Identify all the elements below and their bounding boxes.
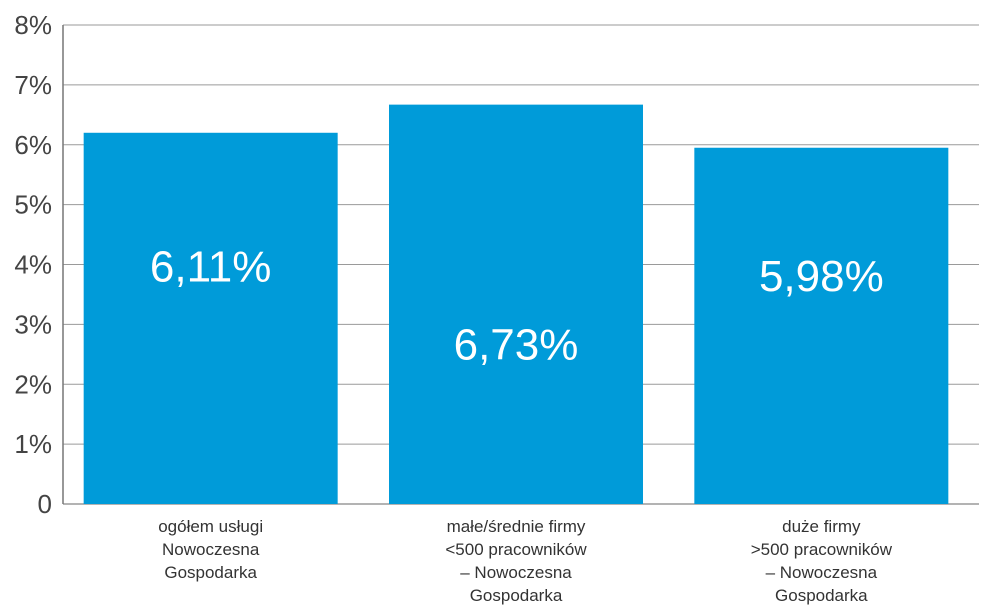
y-tick-label: 7% [14, 70, 52, 100]
y-tick-label: 1% [14, 429, 52, 459]
x-tick-label: Gospodarka [470, 586, 563, 605]
x-tick-label: duże firmy [782, 517, 861, 536]
x-tick-label: – Nowoczesna [766, 563, 878, 582]
x-tick-label: Gospodarka [775, 586, 868, 605]
bar-value-label: 5,98% [759, 252, 884, 301]
x-tick-label: >500 pracowników [751, 540, 893, 559]
x-axis: ogółem usługi Nowoczesna Gospodarka małe/śr… [158, 517, 892, 605]
y-tick-label: 5% [14, 190, 52, 220]
y-tick-label: 6% [14, 130, 52, 160]
bar-value-label: 6,11% [150, 242, 272, 291]
data-labels: 6,11% 6,73% 5,98% [150, 242, 884, 369]
x-tick-label: ogółem usługi [158, 517, 263, 536]
x-tick-label: Gospodarka [164, 563, 257, 582]
y-axis: 0 1% 2% 3% 4% 5% 6% 7% 8% [14, 10, 64, 519]
y-tick-label: 3% [14, 309, 52, 339]
y-tick-label: 0 [38, 489, 52, 519]
bar-value-label: 6,73% [454, 320, 579, 369]
y-tick-label: 2% [14, 369, 52, 399]
bar [389, 104, 643, 504]
bars [83, 104, 949, 504]
bar [83, 132, 338, 504]
y-tick-label: 8% [14, 10, 52, 40]
x-tick-label: Nowoczesna [162, 540, 260, 559]
x-tick-label: małe/średnie firmy [447, 517, 586, 536]
x-tick-label: – Nowoczesna [460, 563, 572, 582]
x-tick-label: <500 pracowników [445, 540, 587, 559]
y-tick-label: 4% [14, 250, 52, 280]
bar [694, 147, 949, 504]
